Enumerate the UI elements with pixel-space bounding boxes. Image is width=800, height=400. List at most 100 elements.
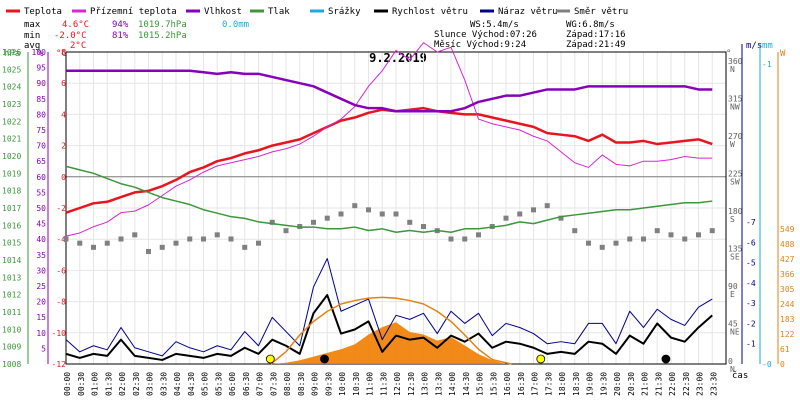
x-tick-label: 17:00 <box>531 372 540 396</box>
wind-direction-point <box>696 232 701 238</box>
x-tick-label: 05:00 <box>201 372 210 396</box>
wind-direction-point <box>517 211 523 217</box>
x-tick-label: 05:30 <box>214 372 223 396</box>
wind-gust-info: WG:6.8m/s <box>566 20 615 30</box>
solar-tick-label: 183 <box>780 315 795 324</box>
moon-set-info: Západ:21:49 <box>566 40 626 50</box>
pressure-tick-label: 1021 <box>2 135 21 144</box>
direction-tick-compass: NW <box>730 103 740 112</box>
direction-tick-label: 360 <box>728 57 743 66</box>
solar-tick-label: 61 <box>780 345 790 354</box>
direction-tick-compass: SW <box>730 178 740 187</box>
humidity-tick-label: 100 <box>32 48 47 57</box>
wind-direction-point <box>201 236 206 242</box>
x-tick-label: 16:30 <box>517 372 526 396</box>
wind-direction-point <box>421 224 426 229</box>
x-tick-label: 11:30 <box>379 372 388 396</box>
humidity-tick-label: 35 <box>36 251 46 260</box>
pressure-tick-label: 1019 <box>2 169 21 178</box>
legend-item: Teplota <box>24 7 62 17</box>
moonset-marker <box>661 354 671 364</box>
wind-direction-point <box>118 236 124 242</box>
x-tick-label: 17:30 <box>544 372 553 396</box>
solar-tick-label: 549 <box>780 225 795 234</box>
solar-tick-label: 122 <box>780 330 795 339</box>
legend-item: Směr větru <box>574 7 628 17</box>
wind-direction-point <box>476 232 481 238</box>
wind-direction-point <box>104 240 110 246</box>
wind-direction-point <box>641 236 646 242</box>
x-tick-label: 04:00 <box>173 372 182 396</box>
pressure-tick-label: 1016 <box>2 221 21 230</box>
wind-tick-label: -2 <box>746 319 756 328</box>
x-tick-label: 02:00 <box>118 372 127 396</box>
x-tick-label: 01:30 <box>104 372 113 396</box>
direction-tick-label: 315 <box>728 95 743 104</box>
rain-tick-label: -1 <box>762 60 772 69</box>
solar-tick-label: 488 <box>780 240 795 249</box>
sun-rise-info: Slunce Východ:07:26 <box>434 30 537 40</box>
direction-tick-compass: SE <box>730 253 740 262</box>
direction-tick-label: 0 <box>728 357 733 366</box>
legend-item: Srážky <box>328 7 361 17</box>
wind-tick-label: -5 <box>746 259 756 268</box>
wind-direction-point <box>242 244 248 250</box>
sunset-marker <box>536 354 546 364</box>
stats-avg-label: avg <box>24 41 40 51</box>
stats-min-temp: -2.0°C <box>54 31 87 41</box>
solar-tick-label: 427 <box>780 255 795 264</box>
x-tick-label: 19:00 <box>586 372 595 396</box>
wind-direction-point <box>613 240 619 246</box>
humidity-tick-label: 75 <box>36 126 46 135</box>
x-tick-label: 07:30 <box>269 372 278 396</box>
stats-block: max 4.6°C 94% 1019.7hPa 0.0mm min -2.0°C… <box>24 20 249 51</box>
pressure-tick-label: 1023 <box>2 100 21 109</box>
pressure-tick-label: 1018 <box>2 187 21 196</box>
x-tick-label: 12:00 <box>393 372 402 396</box>
wind-direction-point <box>586 240 591 246</box>
x-tick-label: 22:00 <box>668 372 677 396</box>
wind-direction-point <box>503 215 509 221</box>
wind-tick-label: -4 <box>746 279 756 288</box>
wind-direction-point <box>627 236 633 242</box>
direction-tick-compass: E <box>730 290 735 299</box>
wind-direction-point <box>448 236 454 242</box>
pressure-tick-label: 1022 <box>2 117 21 126</box>
wind-direction-point <box>531 207 536 213</box>
series-line <box>65 258 713 357</box>
wind-direction-point <box>654 228 660 234</box>
wind-unit-label: m/s <box>746 41 762 51</box>
temperature-tick-label: -12 <box>52 360 67 369</box>
x-tick-label: 10:00 <box>338 372 347 396</box>
x-tick-label: 14:00 <box>448 372 457 396</box>
wind-direction-point <box>214 232 220 238</box>
wind-direction-point <box>283 228 289 234</box>
humidity-tick-label: 50 <box>36 204 46 213</box>
temperature-tick-label: 0 <box>61 173 66 182</box>
pressure-tick-label: 1025 <box>2 65 21 74</box>
direction-tick-compass: W <box>730 140 735 149</box>
stats-min-humidity: 81% <box>112 31 129 41</box>
temperature-unit-label: °C <box>56 49 67 59</box>
x-tick-label: 16:00 <box>503 372 512 396</box>
series-line <box>65 42 713 237</box>
wind-direction-point <box>256 240 261 246</box>
pressure-tick-label: 1024 <box>2 83 21 92</box>
humidity-tick-label: 80 <box>36 110 46 119</box>
axis-unit-labels: hPa % °C ° m/s mm W čas <box>4 41 786 381</box>
x-tick-label: 23:30 <box>709 372 718 396</box>
stats-max-label: max <box>24 20 41 30</box>
pressure-unit-label: hPa <box>4 49 20 59</box>
temperature-tick-label: -6 <box>56 266 66 275</box>
pressure-tick-label: 1010 <box>2 325 21 334</box>
x-tick-label: 07:00 <box>256 372 265 396</box>
wind-direction-point <box>379 211 385 217</box>
markers <box>265 354 671 364</box>
x-tick-label: 21:30 <box>654 372 663 396</box>
pressure-tick-label: 1013 <box>2 273 21 282</box>
sunrise-marker <box>265 354 275 364</box>
humidity-tick-label: 45 <box>36 220 46 229</box>
x-tick-label: 08:00 <box>283 372 292 396</box>
wind-speed-info: WS:5.4m/s <box>470 20 519 30</box>
